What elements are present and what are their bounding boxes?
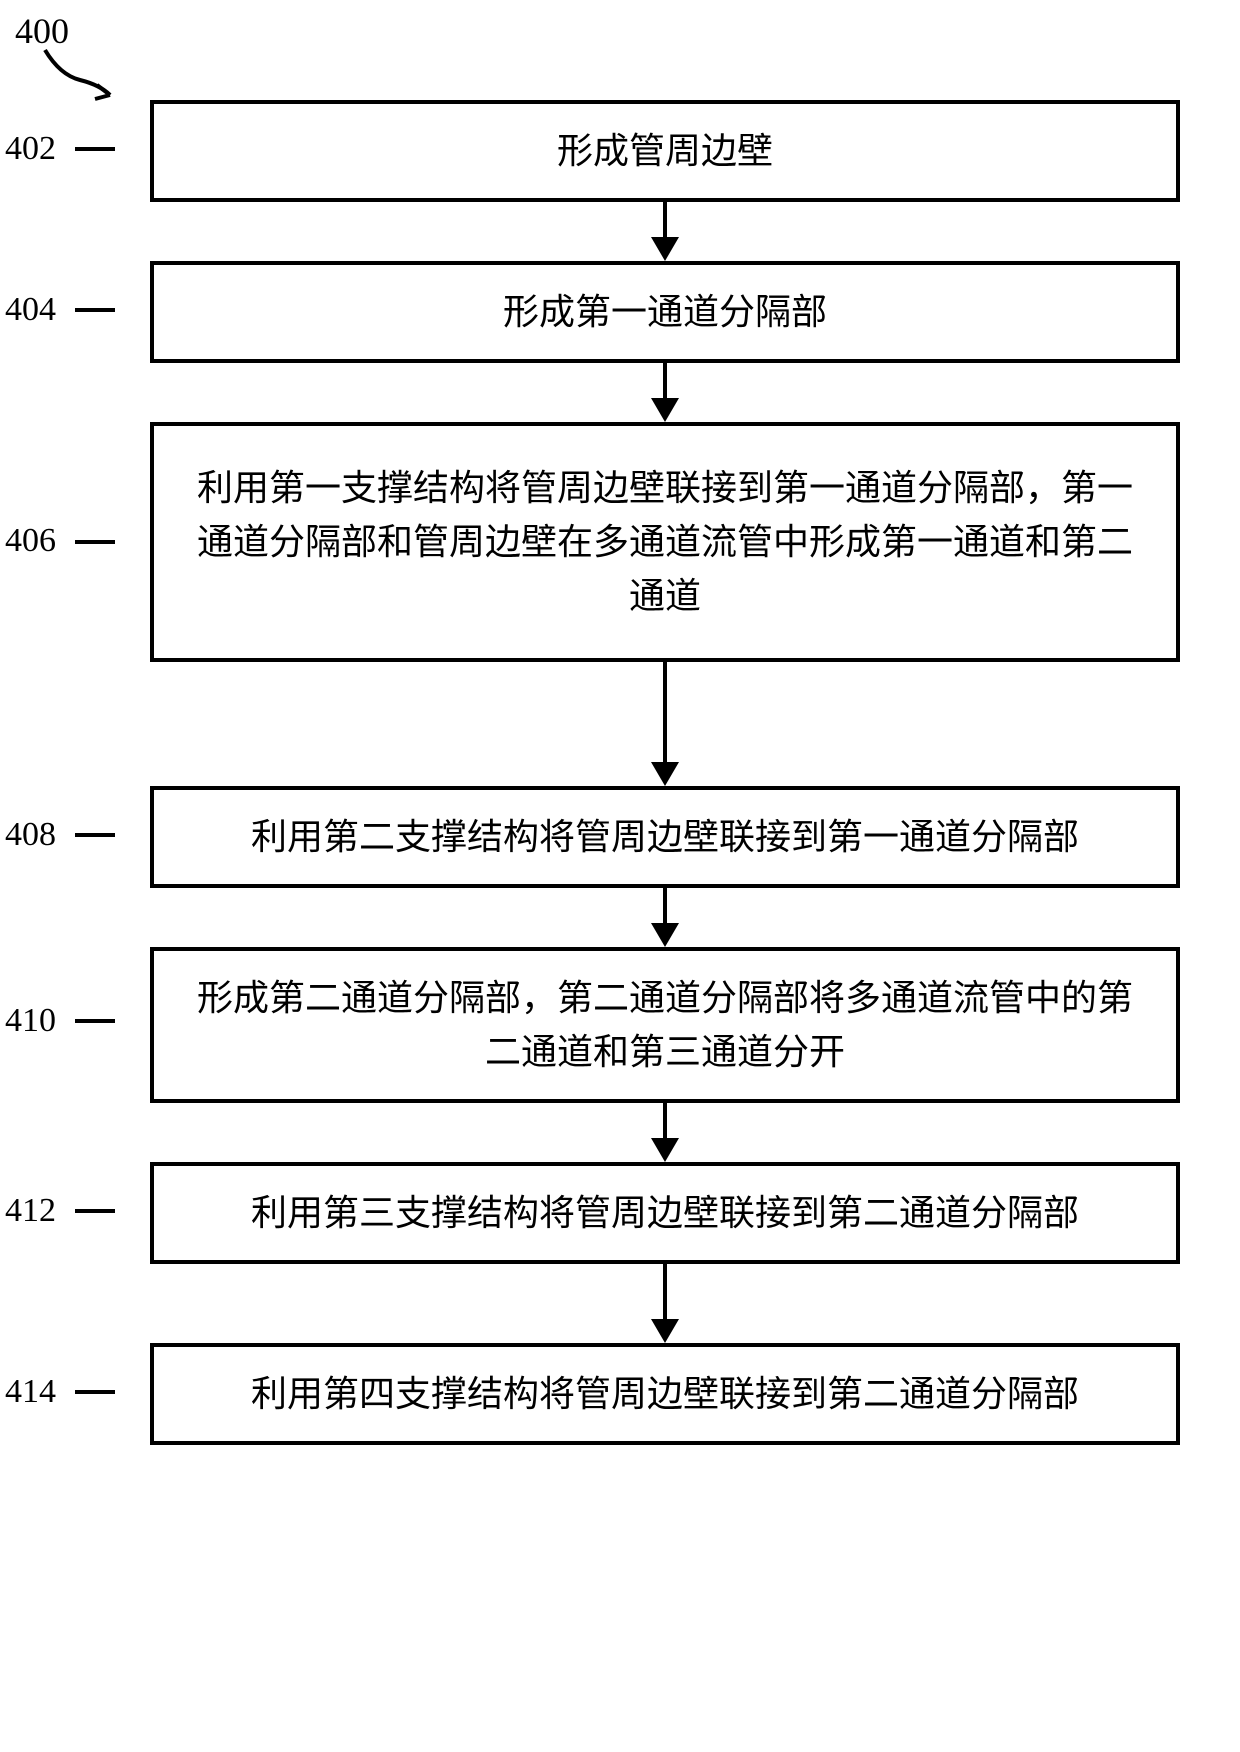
step-label-408: 408 (5, 816, 56, 854)
step-row-406: 406利用第一支撑结构将管周边壁联接到第一通道分隔部，第一通道分隔部和管周边壁在… (100, 422, 1180, 662)
step-text: 利用第四支撑结构将管周边壁联接到第二通道分隔部 (251, 1367, 1079, 1421)
tick-line (75, 147, 115, 151)
arrow-head-icon (651, 237, 679, 261)
tick-line (75, 833, 115, 837)
step-label-412: 412 (5, 1192, 56, 1230)
tick-line (75, 540, 115, 544)
step-box-404: 形成第一通道分隔部 (150, 261, 1180, 363)
tick-line (75, 308, 115, 312)
step-label-404: 404 (5, 291, 56, 329)
tick-line (75, 1209, 115, 1213)
step-text: 利用第一支撑结构将管周边壁联接到第一通道分隔部，第一通道分隔部和管周边壁在多通道… (184, 461, 1146, 623)
step-row-408: 408利用第二支撑结构将管周边壁联接到第一通道分隔部 (100, 786, 1180, 888)
arrow-line (663, 1103, 667, 1138)
arrow-head-icon (651, 1319, 679, 1343)
tick-line (75, 1019, 115, 1023)
arrow-down-icon (150, 1103, 1180, 1162)
arrow-line (663, 888, 667, 923)
step-label-402: 402 (5, 130, 56, 168)
step-text: 形成管周边壁 (557, 124, 773, 178)
step-box-406: 利用第一支撑结构将管周边壁联接到第一通道分隔部，第一通道分隔部和管周边壁在多通道… (150, 422, 1180, 662)
step-label-410: 410 (5, 1002, 56, 1040)
arrow-line (663, 662, 667, 762)
step-row-402: 402形成管周边壁 (100, 100, 1180, 202)
arrow-head-icon (651, 923, 679, 947)
step-row-404: 404形成第一通道分隔部 (100, 261, 1180, 363)
step-label-414: 414 (5, 1373, 56, 1411)
arrow-line (663, 202, 667, 237)
arrow-head-icon (651, 1138, 679, 1162)
tick-line (75, 1390, 115, 1394)
step-text: 形成第一通道分隔部 (503, 285, 827, 339)
curved-arrow-icon (35, 45, 125, 105)
step-row-410: 410形成第二通道分隔部，第二通道分隔部将多通道流管中的第二通道和第三通道分开 (100, 947, 1180, 1103)
arrow-head-icon (651, 762, 679, 786)
step-box-414: 利用第四支撑结构将管周边壁联接到第二通道分隔部 (150, 1343, 1180, 1445)
step-text: 形成第二通道分隔部，第二通道分隔部将多通道流管中的第二通道和第三通道分开 (184, 971, 1146, 1079)
step-box-410: 形成第二通道分隔部，第二通道分隔部将多通道流管中的第二通道和第三通道分开 (150, 947, 1180, 1103)
arrow-head-icon (651, 398, 679, 422)
arrow-down-icon (150, 202, 1180, 261)
flowchart-container: 402形成管周边壁 404形成第一通道分隔部 406利用第一支撑结构将管周边壁联接到… (100, 100, 1180, 1445)
step-box-402: 形成管周边壁 (150, 100, 1180, 202)
arrow-down-icon (150, 662, 1180, 786)
step-box-408: 利用第二支撑结构将管周边壁联接到第一通道分隔部 (150, 786, 1180, 888)
arrow-down-icon (150, 1264, 1180, 1343)
step-row-412: 412利用第三支撑结构将管周边壁联接到第二通道分隔部 (100, 1162, 1180, 1264)
arrow-down-icon (150, 363, 1180, 422)
step-text: 利用第三支撑结构将管周边壁联接到第二通道分隔部 (251, 1186, 1079, 1240)
step-row-414: 414利用第四支撑结构将管周边壁联接到第二通道分隔部 (100, 1343, 1180, 1445)
step-label-406: 406 (5, 522, 56, 560)
step-text: 利用第二支撑结构将管周边壁联接到第一通道分隔部 (251, 810, 1079, 864)
arrow-line (663, 1264, 667, 1319)
arrow-down-icon (150, 888, 1180, 947)
step-box-412: 利用第三支撑结构将管周边壁联接到第二通道分隔部 (150, 1162, 1180, 1264)
arrow-line (663, 363, 667, 398)
